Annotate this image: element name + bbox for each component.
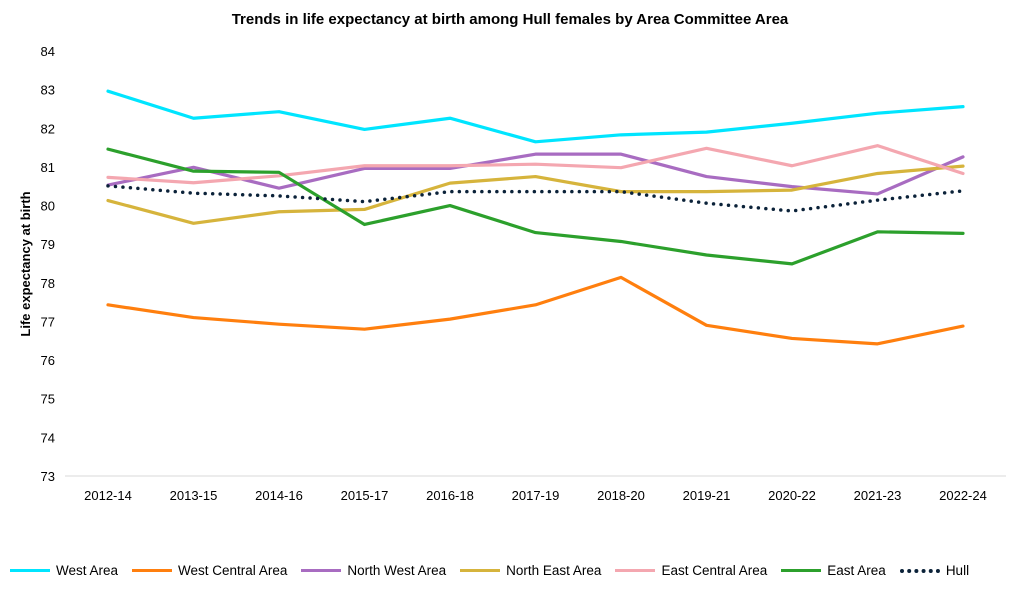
legend-swatch [615,569,656,572]
y-tick-label: 84 [41,44,55,59]
legend-label: East Area [827,563,886,578]
x-tick-label: 2022-24 [939,488,987,503]
x-tick-label: 2016-18 [426,488,474,503]
legend-swatch [132,569,173,572]
y-tick-label: 79 [41,237,55,252]
x-tick-label: 2012-14 [84,488,132,503]
legend: West Area West Central Area North West Are… [10,563,983,578]
y-tick-label: 78 [41,276,55,291]
legend-swatch [10,569,50,572]
x-tick-label: 2013-15 [170,488,218,503]
x-tick-label: 2014-16 [255,488,303,503]
legend-item-north-east-area: North East Area [460,563,601,578]
y-tick-label: 77 [41,314,55,329]
x-tick-label: 2018-20 [597,488,645,503]
series-line-west-central-area [106,275,965,346]
x-tick-label: 2017-19 [512,488,560,503]
y-tick-label: 83 [41,83,55,98]
y-tick-label: 73 [41,469,55,484]
y-tick-label: 74 [41,430,55,445]
x-tick-label: 2019-21 [683,488,731,503]
y-tick-label: 81 [41,160,55,175]
y-axis-label: Life expectancy at birth [18,191,33,336]
chart-title: Trends in life expectancy at birth among… [232,11,789,28]
y-tick-label: 75 [41,392,55,407]
series-line-east-area [106,147,965,266]
legend-label: West Area [56,563,119,578]
legend-item-east-area: East Area [781,563,886,578]
legend-label: Hull [945,563,970,578]
legend-label: North West Area [347,563,447,578]
x-tick-label: 2015-17 [341,488,389,503]
series-line-north-west-area [106,152,965,196]
legend-item-west-central-area: West Central Area [132,563,287,578]
legend-item-hull: Hull [899,563,970,578]
y-tick-label: 80 [41,199,55,214]
legend-label: East Central Area [661,563,768,578]
y-tick-label: 76 [41,353,55,368]
legend-item-north-west-area: North West Area [301,563,446,578]
x-tick-label: 2021-23 [854,488,902,503]
legend-swatch [899,568,940,573]
legend-swatch [781,569,822,572]
y-tick-label: 82 [41,121,55,136]
legend-item-west-area: West Area [10,563,118,578]
series-line-west-area [106,89,965,144]
legend-swatch [460,569,501,572]
x-tick-label: 2020-22 [768,488,816,503]
legend-label: West Central Area [178,563,288,578]
legend-label: North East Area [506,563,602,578]
legend-item-east-central-area: East Central Area [615,563,767,578]
legend-swatch [301,569,342,572]
